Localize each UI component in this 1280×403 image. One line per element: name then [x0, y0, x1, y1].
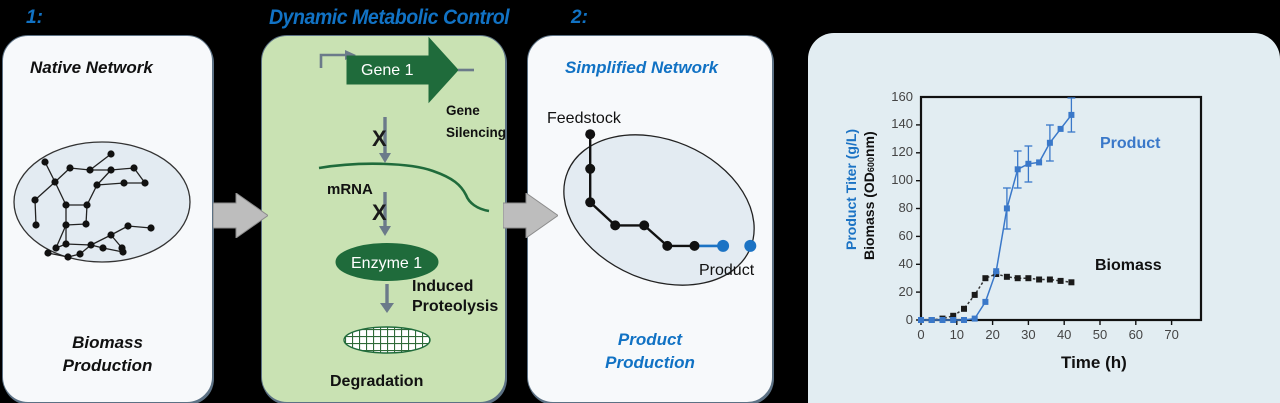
svg-text:Proteolysis: Proteolysis: [412, 298, 498, 315]
svg-text:20: 20: [985, 327, 999, 342]
svg-text:Silencing: Silencing: [446, 125, 506, 140]
svg-text:Enzyme 1: Enzyme 1: [351, 255, 422, 272]
svg-text:50: 50: [1093, 327, 1107, 342]
svg-text:140: 140: [891, 116, 913, 131]
svg-text:Feedstock: Feedstock: [547, 110, 622, 127]
svg-text:Gene 1: Gene 1: [361, 62, 414, 79]
svg-text:100: 100: [891, 172, 913, 187]
svg-text:30: 30: [1021, 327, 1035, 342]
svg-text:120: 120: [891, 144, 913, 159]
svg-text:Gene: Gene: [446, 103, 480, 118]
svg-text:40: 40: [899, 256, 913, 271]
svg-text:Product: Product: [699, 262, 755, 279]
svg-text:X: X: [372, 126, 387, 151]
svg-text:X: X: [372, 200, 387, 225]
svg-text:60: 60: [1129, 327, 1143, 342]
svg-text:Time (h): Time (h): [1061, 353, 1127, 372]
svg-text:20: 20: [899, 284, 913, 299]
svg-text:10: 10: [950, 327, 964, 342]
svg-text:160: 160: [891, 89, 913, 104]
svg-text:60: 60: [899, 228, 913, 243]
svg-text:Induced: Induced: [412, 278, 473, 295]
svg-text:80: 80: [899, 200, 913, 215]
svg-text:70: 70: [1164, 327, 1178, 342]
svg-text:Degradation: Degradation: [330, 373, 423, 390]
svg-text:Biomass: Biomass: [1095, 257, 1162, 274]
svg-text:mRNA: mRNA: [327, 181, 373, 198]
svg-text:0: 0: [906, 312, 913, 327]
svg-text:Product: Product: [1100, 135, 1161, 152]
svg-text:0: 0: [917, 327, 924, 342]
svg-text:40: 40: [1057, 327, 1071, 342]
